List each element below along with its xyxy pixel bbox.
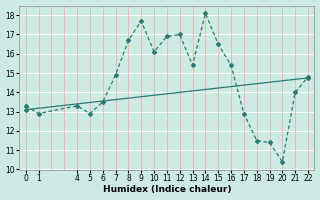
X-axis label: Humidex (Indice chaleur): Humidex (Indice chaleur) [103,185,231,194]
